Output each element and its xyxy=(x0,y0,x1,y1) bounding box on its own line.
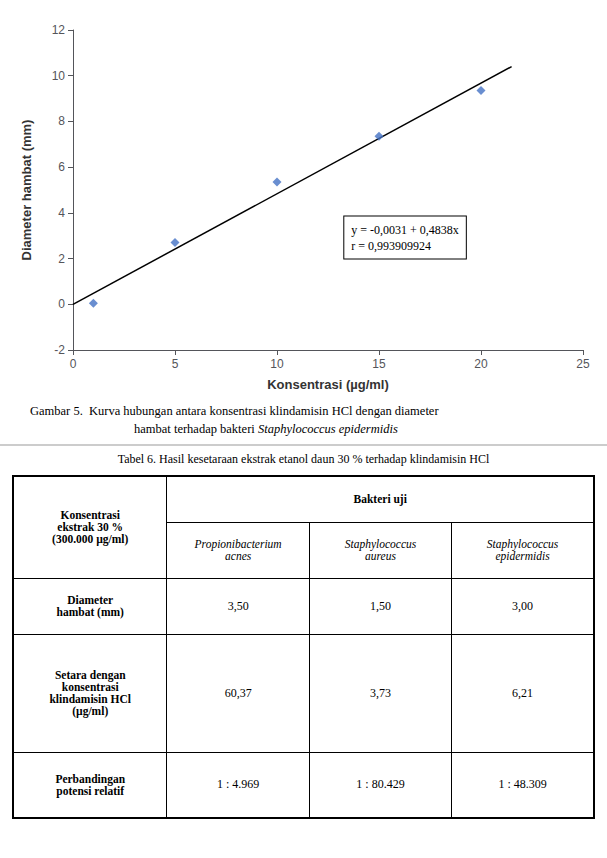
html-text:3,50: 3,50 xyxy=(227,598,249,613)
html-text:hambat terhadap bakteri Staphy: hambat terhadap bakteri Staphylococcus e… xyxy=(134,422,398,436)
svg-text:6: 6 xyxy=(58,160,65,174)
html-text:1 : 80.429: 1 : 80.429 xyxy=(356,777,405,792)
html-text:Bakteri uji: Bakteri uji xyxy=(353,493,407,506)
svg-text:15: 15 xyxy=(372,357,386,371)
html-text:Tabel 6. Hasil kesetaraan ekst: Tabel 6. Hasil kesetaraan ekstrak etanol… xyxy=(117,452,490,466)
svg-text:10: 10 xyxy=(52,69,66,83)
html-text:60,37: 60,37 xyxy=(224,685,252,700)
html-text:Perbandingan potensi relatif: Perbandingan potensi relatif xyxy=(55,772,126,797)
svg-text:4: 4 xyxy=(58,206,65,220)
html-text:Staphylococcus aureus: Staphylococcus aureus xyxy=(344,538,417,562)
html-text:1,50: 1,50 xyxy=(370,598,391,613)
svg-text:8: 8 xyxy=(58,114,65,128)
html-text:3,73: 3,73 xyxy=(370,685,391,700)
html-text:3,00: 3,00 xyxy=(512,598,534,613)
html-text:Diameter hambat (mm): Diameter hambat (mm) xyxy=(56,594,124,618)
html-text:Staphylococcus epidermidis: Staphylococcus epidermidis xyxy=(486,538,559,562)
svg-text:y = -0,0031 + 0,4838x: y = -0,0031 + 0,4838x xyxy=(351,223,459,237)
svg-text:Konsentrasi (µg/ml): Konsentrasi (µg/ml) xyxy=(267,377,389,392)
svg-text:Diameter hambat (mm): Diameter hambat (mm) xyxy=(19,120,34,261)
html-text:Setara dengan konsentrasi klin: Setara dengan konsentrasi klindamisin HC… xyxy=(49,669,131,717)
svg-text:2: 2 xyxy=(58,252,65,266)
svg-text:25: 25 xyxy=(576,357,590,371)
svg-text:12: 12 xyxy=(52,23,66,37)
svg-text:10: 10 xyxy=(270,357,284,371)
svg-text:0: 0 xyxy=(70,357,77,371)
svg-text:r = 0,993909924: r = 0,993909924 xyxy=(351,239,431,253)
html-text:1 : 48.309: 1 : 48.309 xyxy=(498,777,547,792)
html-text:1 : 4.969: 1 : 4.969 xyxy=(217,777,260,792)
svg-text:0: 0 xyxy=(58,297,65,311)
svg-text:-2: -2 xyxy=(54,343,65,357)
html-text:Propionibacterium acnes: Propionibacterium acnes xyxy=(194,538,282,562)
svg-text:20: 20 xyxy=(474,357,488,371)
svg-text:5: 5 xyxy=(172,357,179,371)
html-text:Gambar 5. Kurva hubungan antar: Gambar 5. Kurva hubungan antara konsentr… xyxy=(30,404,439,418)
html-text:6,21: 6,21 xyxy=(512,685,534,700)
html-text:Konsentrasi ekstrak 30 % (300.: Konsentrasi ekstrak 30 % (300.000 µg/ml) xyxy=(52,509,129,546)
